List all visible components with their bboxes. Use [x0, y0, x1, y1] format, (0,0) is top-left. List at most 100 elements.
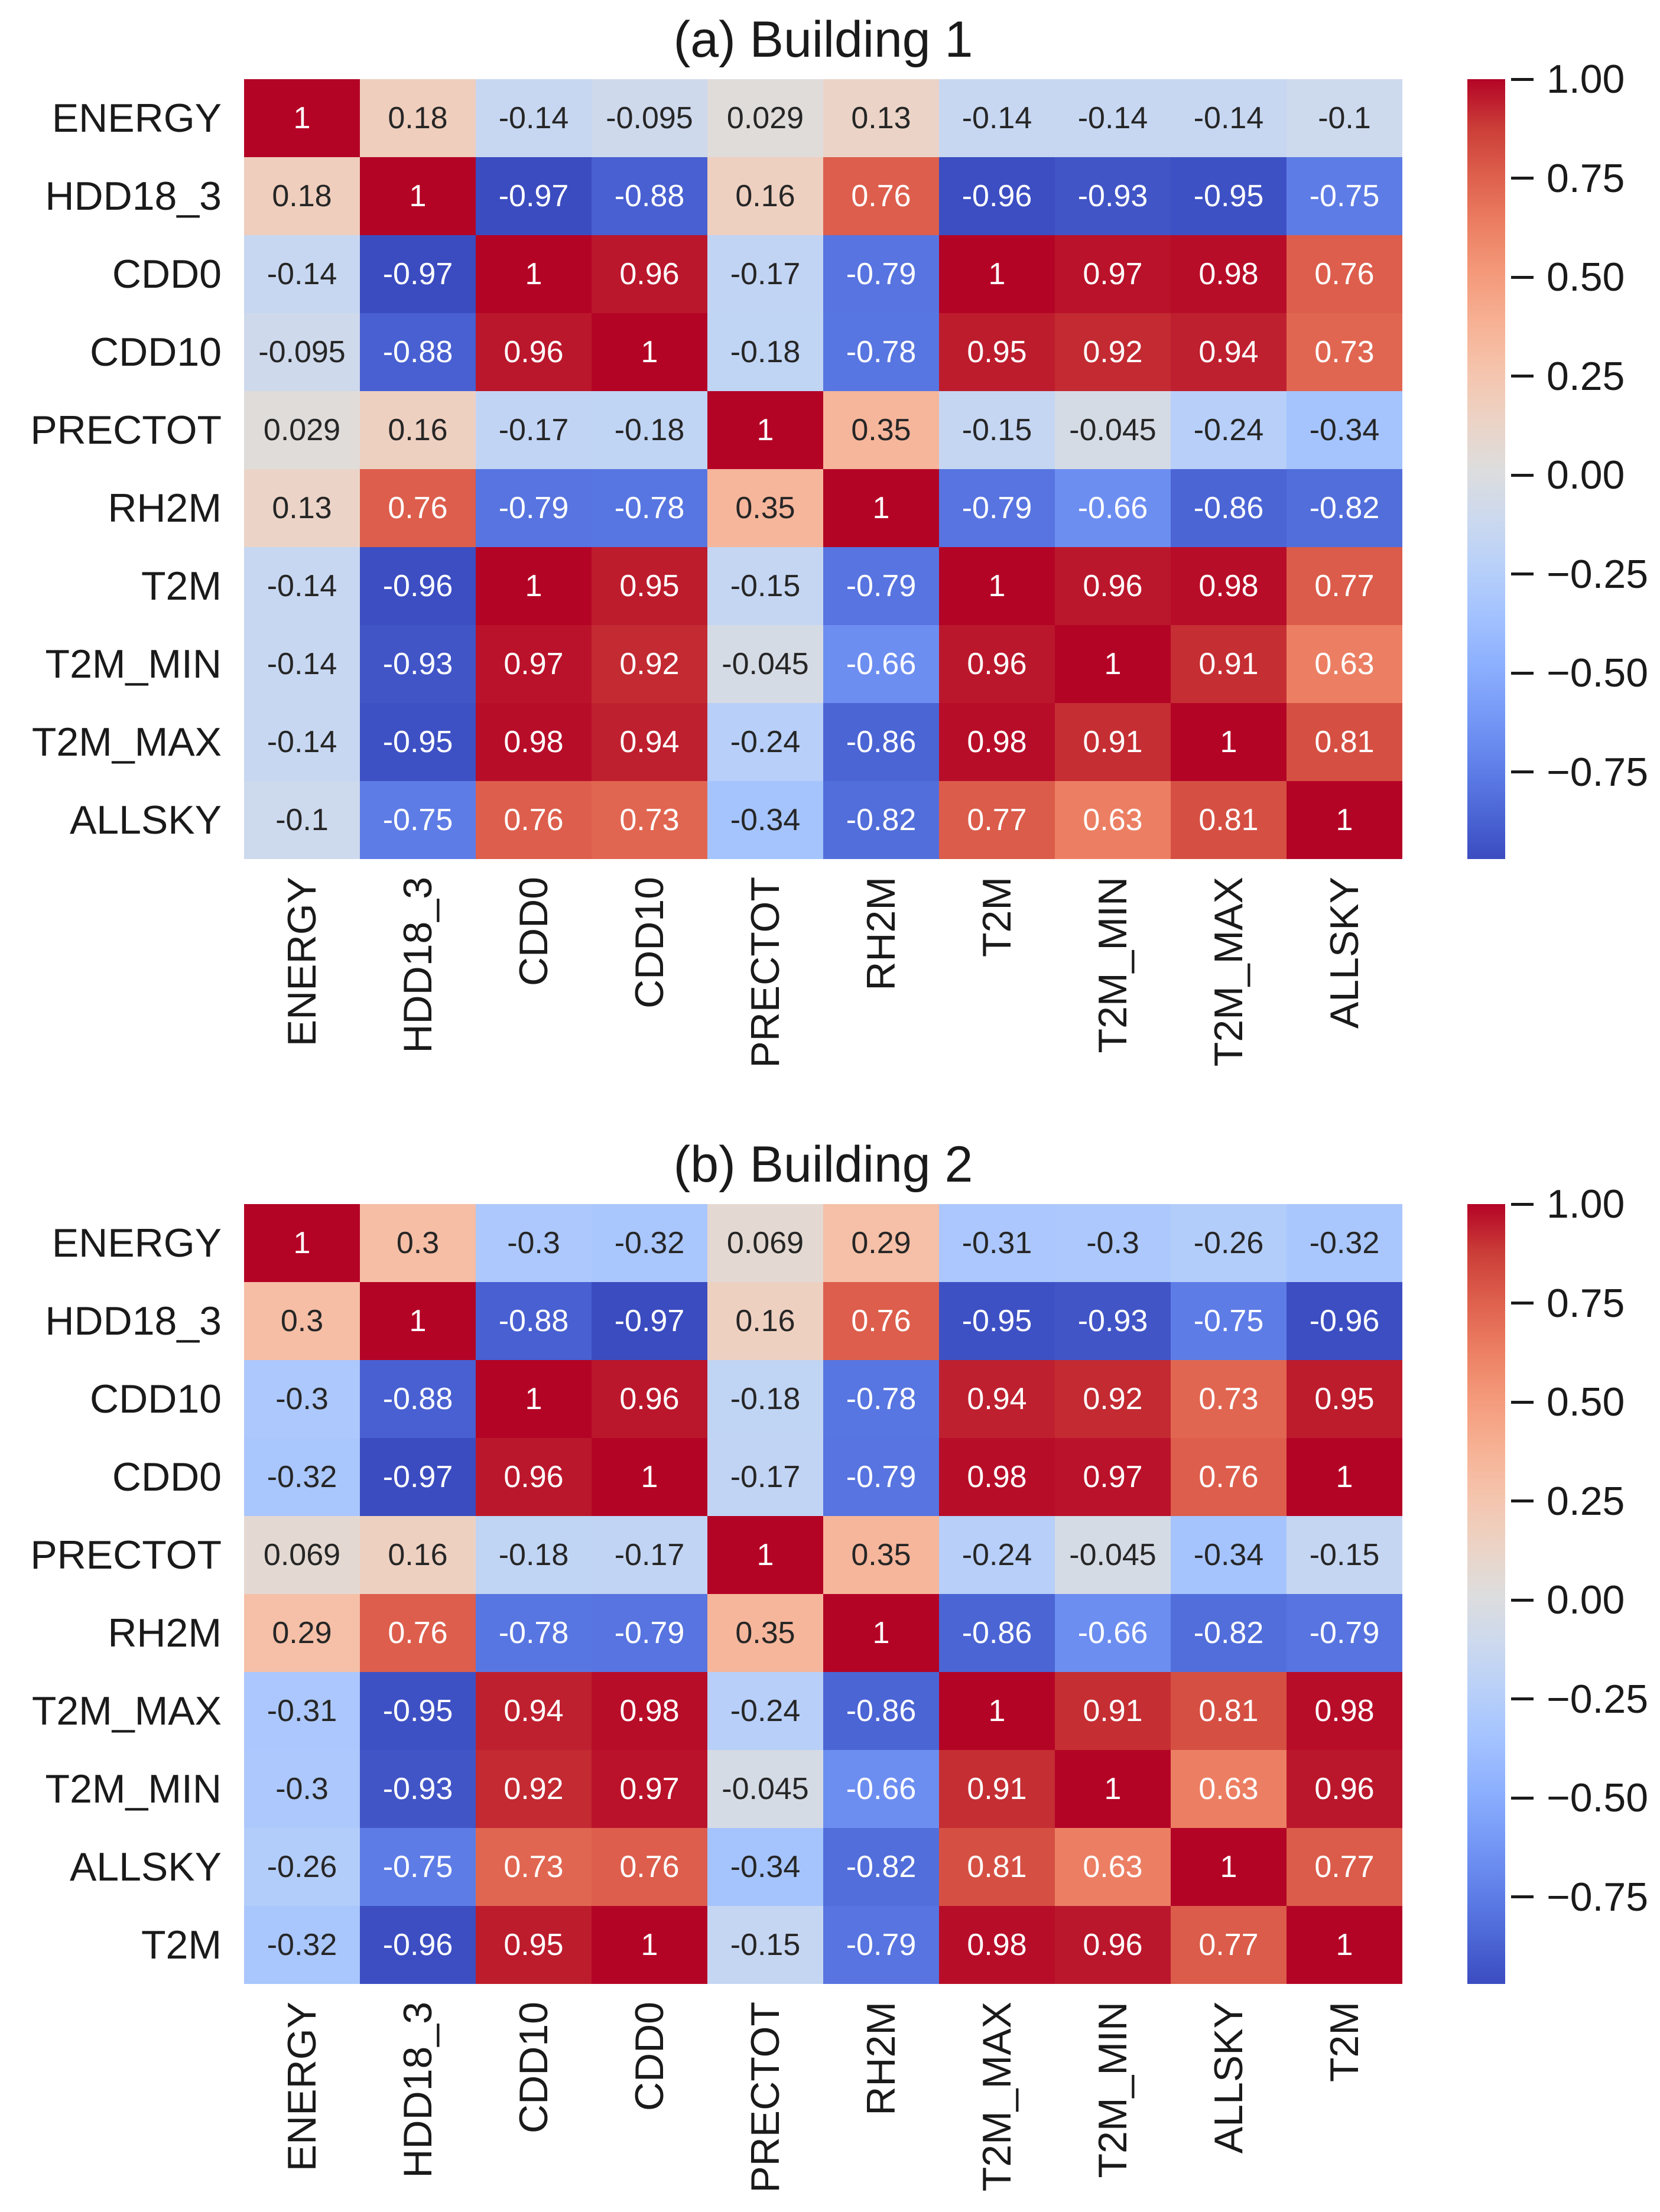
heatmap-cell: 1 — [707, 1516, 823, 1594]
chart-title: (a) Building 1 — [673, 11, 973, 68]
heatmap-cell: 0.63 — [1055, 1828, 1171, 1906]
chart-title: (b) Building 2 — [673, 1136, 973, 1193]
heatmap-cell: -0.3 — [244, 1360, 360, 1438]
heatmap-cell: 0.35 — [707, 1594, 823, 1672]
heatmap-cell: 0.96 — [1287, 1750, 1402, 1828]
heatmap-cell: 0.96 — [592, 1360, 707, 1438]
heatmap-cell: -0.32 — [1287, 1204, 1402, 1282]
heatmap-cell: 0.76 — [1287, 235, 1402, 313]
x-tick-label: PRECTOT — [743, 2002, 788, 2193]
heatmap-cell: 0.97 — [1055, 1438, 1171, 1516]
colorbar-tick-label: 0.50 — [1547, 1380, 1625, 1425]
heatmap-cell: 0.73 — [592, 781, 707, 859]
heatmap-cell: -0.82 — [823, 1828, 939, 1906]
heatmap-cell: 0.92 — [1055, 313, 1171, 391]
colorbar-tick-label: 0.25 — [1547, 1478, 1625, 1524]
x-tick-label: T2M_MIN — [1090, 877, 1135, 1053]
heatmap-cell: 0.91 — [1171, 625, 1287, 703]
heatmap-cell: -0.79 — [823, 235, 939, 313]
heatmap-cell: -0.66 — [1055, 469, 1171, 547]
heatmap-cell: 1 — [476, 235, 592, 313]
heatmap-cell: -0.79 — [592, 1594, 707, 1672]
heatmap-cell: 0.73 — [476, 1828, 592, 1906]
heatmap-cell: -0.75 — [1287, 157, 1402, 235]
heatmap-cell: 1 — [1287, 1906, 1402, 1984]
colorbar-tick — [1511, 473, 1534, 477]
heatmap-cell: -0.79 — [939, 469, 1055, 547]
heatmap-cell: -0.045 — [707, 1750, 823, 1828]
heatmap-cell: -0.79 — [476, 469, 592, 547]
heatmap-cell: -0.32 — [244, 1906, 360, 1984]
heatmap-cell: 0.73 — [1171, 1360, 1287, 1438]
heatmap-cell: 0.91 — [939, 1750, 1055, 1828]
colorbar-tick — [1511, 1202, 1534, 1206]
heatmap-cell: 0.76 — [823, 157, 939, 235]
heatmap-cell: -0.75 — [360, 781, 476, 859]
heatmap-cell: 0.94 — [939, 1360, 1055, 1438]
heatmap-cell: 0.98 — [476, 703, 592, 781]
heatmap-cell: -0.14 — [244, 703, 360, 781]
heatmap-cell: 1 — [1055, 625, 1171, 703]
heatmap-cell: 0.98 — [1171, 547, 1287, 625]
heatmap-cell: -0.88 — [360, 313, 476, 391]
heatmap-cell: -0.18 — [707, 1360, 823, 1438]
heatmap-cell: -0.14 — [1055, 79, 1171, 157]
heatmap-cell: -0.97 — [360, 235, 476, 313]
heatmap-cell: 0.13 — [823, 79, 939, 157]
heatmap-cell: 0.3 — [360, 1204, 476, 1282]
heatmap-cell: -0.66 — [823, 1750, 939, 1828]
x-tick-label: T2M_MAX — [1206, 877, 1251, 1067]
heatmap-cell: 0.91 — [1055, 703, 1171, 781]
colorbar-tick-label: −0.75 — [1547, 749, 1649, 795]
y-tick-label: HDD18_3 — [45, 1299, 222, 1344]
heatmap-cell: 1 — [1287, 1438, 1402, 1516]
colorbar-tick-label: −0.75 — [1547, 1874, 1649, 1920]
colorbar-tick — [1511, 275, 1534, 279]
y-tick-label: T2M — [141, 1923, 222, 1967]
heatmap-cell: -0.14 — [244, 235, 360, 313]
heatmap-cell: 0.98 — [939, 703, 1055, 781]
heatmap-cell: 0.81 — [1171, 1672, 1287, 1750]
heatmap-cell: -0.96 — [939, 157, 1055, 235]
x-tick-label: PRECTOT — [743, 877, 788, 1068]
heatmap-cell: -0.34 — [1171, 1516, 1287, 1594]
heatmap-cell: 1 — [707, 391, 823, 469]
heatmap-cell: 0.069 — [244, 1516, 360, 1594]
heatmap-cell: 0.98 — [1171, 235, 1287, 313]
heatmap-cell: 1 — [1171, 703, 1287, 781]
x-tick-label: RH2M — [859, 2002, 904, 2116]
heatmap-cell: -0.3 — [1055, 1204, 1171, 1282]
heatmap-cell: 0.76 — [1171, 1438, 1287, 1516]
heatmap-panel-building-1: (a) Building 1 ENERGY HDD18_3 CDD0 CDD10 PRE… — [0, 0, 1660, 1087]
heatmap-cell: -0.26 — [244, 1828, 360, 1906]
heatmap-cell: 0.35 — [707, 469, 823, 547]
heatmap-cell: 0.16 — [360, 1516, 476, 1594]
heatmap-cell: -0.32 — [244, 1438, 360, 1516]
heatmap-cell: 0.77 — [939, 781, 1055, 859]
heatmap-cell: 1 — [592, 313, 707, 391]
x-tick-label: RH2M — [859, 877, 904, 991]
heatmap-cell: 0.95 — [939, 313, 1055, 391]
heatmap-cell: -0.78 — [823, 1360, 939, 1438]
heatmap-cell: -0.15 — [707, 1906, 823, 1984]
heatmap-cell: -0.93 — [360, 1750, 476, 1828]
heatmap-cell: 0.81 — [1171, 781, 1287, 859]
y-tick-label: T2M — [141, 564, 222, 609]
colorbar-tick — [1511, 770, 1534, 774]
colorbar-gradient — [1467, 1204, 1505, 1984]
heatmap-cell: -0.045 — [707, 625, 823, 703]
y-tick-label: T2M_MAX — [31, 720, 222, 765]
y-tick-label: HDD18_3 — [45, 174, 222, 219]
heatmap-cell: 1 — [823, 469, 939, 547]
heatmap-cell: 0.94 — [592, 703, 707, 781]
heatmap-cell: 0.95 — [476, 1906, 592, 1984]
heatmap-cell: -0.17 — [707, 1438, 823, 1516]
heatmap-cell: -0.86 — [939, 1594, 1055, 1672]
heatmap-cell: 0.77 — [1287, 1828, 1402, 1906]
colorbar-tick-label: 0.00 — [1547, 453, 1625, 498]
y-tick-label: ENERGY — [51, 1221, 222, 1266]
heatmap-cell: 0.92 — [592, 625, 707, 703]
heatmap-cell: 0.91 — [1055, 1672, 1171, 1750]
heatmap-cell: 0.98 — [592, 1672, 707, 1750]
heatmap-cell: 0.29 — [823, 1204, 939, 1282]
